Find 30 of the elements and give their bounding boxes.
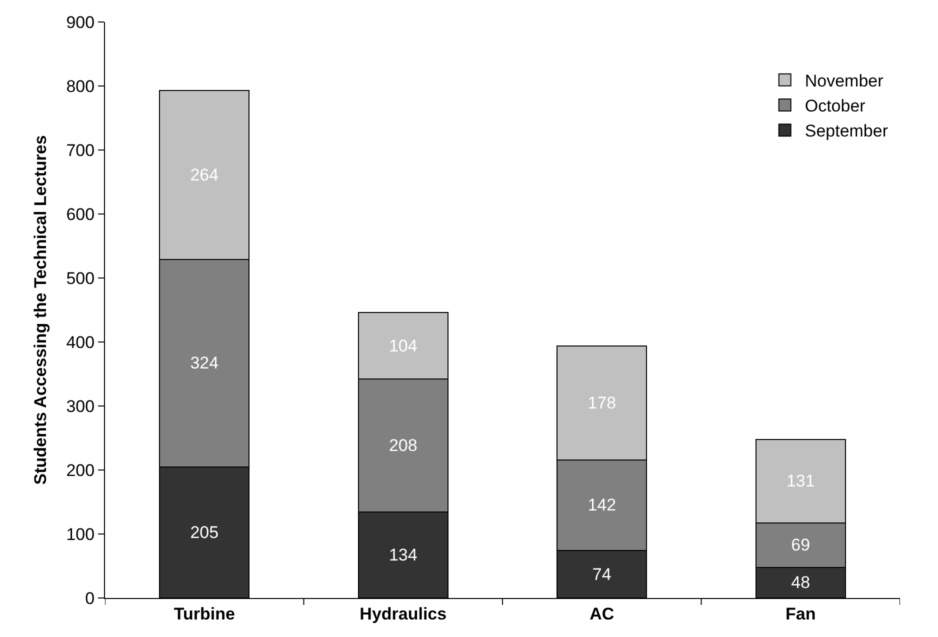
data-label: 69 — [791, 536, 810, 555]
legend-label: September — [804, 122, 888, 141]
y-tick-label: 100 — [66, 524, 95, 544]
y-tick-label: 900 — [66, 12, 95, 32]
data-label: 48 — [791, 573, 810, 592]
x-tick-label: Fan — [786, 604, 816, 624]
y-tick-label: 600 — [66, 204, 95, 224]
x-tick-label: AC — [590, 604, 614, 624]
y-tick-label: 0 — [85, 588, 95, 608]
x-tick-label: Hydraulics — [360, 604, 447, 624]
data-label: 74 — [592, 564, 612, 584]
y-tick-label: 500 — [66, 268, 95, 288]
data-label: 205 — [190, 522, 219, 542]
data-label: 104 — [388, 336, 418, 356]
y-tick-label: 200 — [66, 460, 95, 480]
data-label: 264 — [190, 165, 219, 184]
y-tick-label: 300 — [66, 396, 95, 416]
y-axis-title: Students Accessing the Technical Lectures — [30, 135, 50, 485]
legend-label: November — [804, 72, 884, 90]
data-label: 142 — [588, 496, 616, 515]
data-label: 178 — [588, 393, 616, 412]
y-tick-label: 400 — [66, 332, 95, 352]
y-tick-label: 700 — [66, 140, 95, 160]
x-tick-label: Turbine — [174, 604, 235, 624]
data-label: 324 — [190, 354, 219, 373]
y-tick-label: 800 — [66, 76, 95, 96]
data-label: 131 — [786, 472, 815, 491]
legend-label: October — [804, 96, 866, 116]
data-label: 208 — [388, 436, 418, 456]
data-label: 134 — [388, 546, 418, 565]
